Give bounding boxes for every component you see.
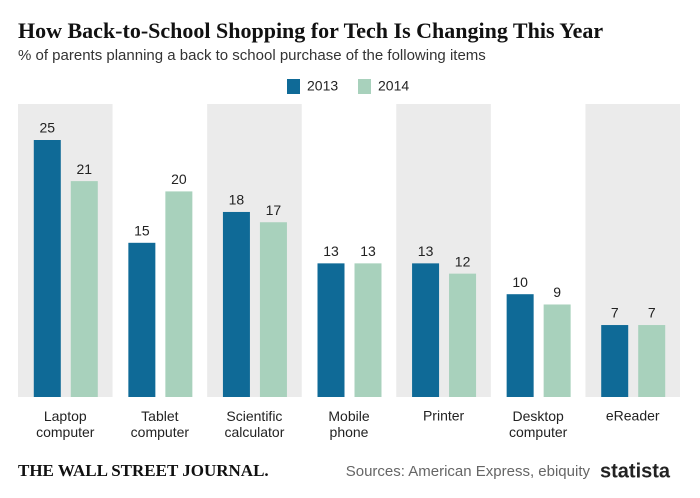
bar — [128, 242, 156, 397]
x-tick-label: Mobile phone — [328, 408, 369, 440]
value-label: 25 — [39, 120, 55, 136]
category-band — [18, 104, 113, 397]
value-label: 12 — [455, 253, 471, 269]
value-label: 20 — [171, 171, 187, 187]
bar — [222, 211, 250, 397]
bar — [506, 294, 534, 397]
x-tick-label: Tablet computer — [131, 408, 190, 440]
brand: statista — [600, 460, 671, 482]
value-label: 7 — [648, 305, 656, 321]
x-tick-label: Laptop computer — [36, 408, 95, 440]
bar — [259, 222, 287, 397]
category-band — [207, 104, 302, 397]
x-tick-label: Scientific calculator — [224, 408, 284, 440]
legend-label: 2014 — [378, 78, 409, 94]
value-label: 17 — [266, 202, 282, 218]
value-label: 9 — [553, 284, 561, 300]
category-band — [396, 104, 491, 397]
bar — [70, 181, 98, 397]
value-label: 21 — [76, 161, 92, 177]
bar — [449, 273, 477, 397]
bar — [412, 263, 440, 397]
value-label: 13 — [418, 243, 434, 259]
value-label: 15 — [134, 223, 150, 239]
value-label: 10 — [512, 274, 528, 290]
category-band — [585, 104, 680, 397]
value-label: 13 — [323, 243, 339, 259]
value-label: 18 — [229, 192, 245, 208]
x-tick-label: Printer — [423, 408, 465, 424]
bar — [601, 325, 629, 397]
value-label: 7 — [611, 305, 619, 321]
value-label: 13 — [360, 243, 376, 259]
bar — [33, 140, 61, 397]
legend-label: 2013 — [307, 78, 338, 94]
bar — [165, 191, 193, 397]
chart-title: How Back-to-School Shopping for Tech Is … — [18, 18, 603, 43]
plot-area: 2013 2014 25 21 Laptop computer 15 20 Tablet comp… — [18, 78, 680, 440]
legend-swatch — [358, 79, 371, 94]
publisher: THE WALL STREET JOURNAL. — [18, 461, 269, 480]
x-tick-label: Desktop computer — [509, 408, 568, 440]
bar — [354, 263, 382, 397]
bar — [638, 325, 666, 397]
bar — [543, 304, 571, 397]
chart-subtitle: % of parents planning a back to school p… — [18, 47, 486, 64]
legend-swatch — [287, 79, 300, 94]
bar — [317, 263, 345, 397]
source: Sources: American Express, ebiquity — [346, 463, 591, 480]
x-tick-label: eReader — [606, 408, 660, 424]
